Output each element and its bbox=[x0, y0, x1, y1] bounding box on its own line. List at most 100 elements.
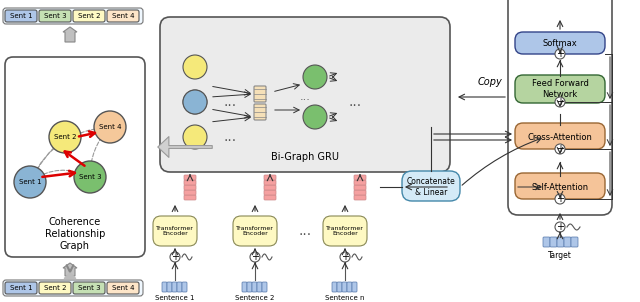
Text: Sent 3: Sent 3 bbox=[79, 174, 101, 180]
FancyBboxPatch shape bbox=[73, 10, 105, 22]
Text: Sent 2: Sent 2 bbox=[54, 134, 76, 140]
Text: Sent 1: Sent 1 bbox=[10, 13, 32, 19]
Text: Bi-Graph GRU: Bi-Graph GRU bbox=[271, 152, 339, 162]
FancyBboxPatch shape bbox=[264, 175, 276, 180]
FancyBboxPatch shape bbox=[323, 216, 367, 246]
FancyBboxPatch shape bbox=[557, 237, 564, 247]
FancyArrow shape bbox=[63, 27, 77, 42]
FancyBboxPatch shape bbox=[182, 282, 187, 292]
Text: +: + bbox=[171, 252, 179, 262]
FancyBboxPatch shape bbox=[184, 190, 196, 195]
Circle shape bbox=[14, 166, 46, 198]
FancyBboxPatch shape bbox=[515, 75, 605, 103]
FancyArrow shape bbox=[63, 263, 77, 276]
FancyBboxPatch shape bbox=[242, 282, 247, 292]
Text: Sent 2: Sent 2 bbox=[77, 13, 100, 19]
Text: Sent 3: Sent 3 bbox=[44, 13, 67, 19]
Text: Target: Target bbox=[548, 250, 572, 259]
Text: ...: ... bbox=[348, 95, 362, 109]
Text: ...: ... bbox=[223, 130, 237, 144]
FancyBboxPatch shape bbox=[571, 237, 578, 247]
FancyBboxPatch shape bbox=[247, 282, 252, 292]
FancyBboxPatch shape bbox=[515, 123, 605, 149]
FancyBboxPatch shape bbox=[264, 180, 276, 185]
FancyBboxPatch shape bbox=[254, 86, 266, 102]
FancyBboxPatch shape bbox=[177, 282, 182, 292]
Text: +: + bbox=[556, 194, 564, 204]
FancyBboxPatch shape bbox=[172, 282, 177, 292]
FancyBboxPatch shape bbox=[332, 282, 337, 292]
FancyBboxPatch shape bbox=[107, 10, 139, 22]
FancyBboxPatch shape bbox=[233, 216, 277, 246]
FancyBboxPatch shape bbox=[254, 104, 266, 120]
Circle shape bbox=[555, 222, 565, 232]
FancyBboxPatch shape bbox=[354, 180, 366, 185]
FancyBboxPatch shape bbox=[564, 237, 571, 247]
FancyBboxPatch shape bbox=[257, 282, 262, 292]
Text: Sent 4: Sent 4 bbox=[99, 124, 121, 130]
Circle shape bbox=[555, 49, 565, 59]
Text: +: + bbox=[556, 144, 564, 154]
Circle shape bbox=[183, 90, 207, 114]
Text: ...: ... bbox=[223, 95, 237, 109]
FancyBboxPatch shape bbox=[354, 195, 366, 200]
Circle shape bbox=[183, 125, 207, 149]
Text: Sent 4: Sent 4 bbox=[112, 285, 134, 291]
Circle shape bbox=[555, 144, 565, 154]
Text: Self-Attention: Self-Attention bbox=[531, 182, 589, 191]
FancyBboxPatch shape bbox=[107, 282, 139, 294]
Text: Concatenate
& Linear: Concatenate & Linear bbox=[406, 177, 456, 197]
FancyBboxPatch shape bbox=[3, 280, 143, 296]
FancyBboxPatch shape bbox=[543, 237, 550, 247]
Text: Softmax: Softmax bbox=[543, 40, 577, 49]
Text: Sent 2: Sent 2 bbox=[44, 285, 67, 291]
Circle shape bbox=[555, 97, 565, 107]
Circle shape bbox=[250, 252, 260, 262]
FancyBboxPatch shape bbox=[184, 175, 196, 180]
FancyBboxPatch shape bbox=[39, 10, 71, 22]
FancyBboxPatch shape bbox=[184, 195, 196, 200]
FancyBboxPatch shape bbox=[264, 185, 276, 190]
Circle shape bbox=[74, 161, 106, 193]
FancyBboxPatch shape bbox=[184, 185, 196, 190]
FancyBboxPatch shape bbox=[352, 282, 357, 292]
FancyBboxPatch shape bbox=[73, 282, 105, 294]
FancyBboxPatch shape bbox=[153, 216, 197, 246]
Circle shape bbox=[555, 194, 565, 204]
Circle shape bbox=[340, 252, 350, 262]
Text: Transformer
Encoder: Transformer Encoder bbox=[156, 226, 194, 236]
FancyBboxPatch shape bbox=[252, 282, 257, 292]
Text: Sent 1: Sent 1 bbox=[10, 285, 32, 291]
Text: Coherence
Relationship
Graph: Coherence Relationship Graph bbox=[45, 217, 105, 251]
FancyBboxPatch shape bbox=[515, 32, 605, 54]
Text: Copy: Copy bbox=[477, 77, 502, 87]
FancyBboxPatch shape bbox=[39, 282, 71, 294]
FancyBboxPatch shape bbox=[354, 175, 366, 180]
FancyBboxPatch shape bbox=[162, 282, 167, 292]
FancyBboxPatch shape bbox=[3, 8, 143, 24]
FancyBboxPatch shape bbox=[342, 282, 347, 292]
Circle shape bbox=[303, 65, 327, 89]
Text: Sentence 2: Sentence 2 bbox=[236, 295, 275, 301]
FancyBboxPatch shape bbox=[337, 282, 342, 292]
Text: +: + bbox=[556, 97, 564, 107]
FancyBboxPatch shape bbox=[184, 180, 196, 185]
Text: +: + bbox=[251, 252, 259, 262]
Text: +: + bbox=[556, 222, 564, 232]
Circle shape bbox=[183, 55, 207, 79]
FancyBboxPatch shape bbox=[264, 190, 276, 195]
FancyBboxPatch shape bbox=[515, 173, 605, 199]
Text: ...: ... bbox=[300, 92, 310, 102]
Circle shape bbox=[303, 105, 327, 129]
Text: Sentence n: Sentence n bbox=[325, 295, 365, 301]
FancyBboxPatch shape bbox=[5, 282, 37, 294]
Text: Sent 3: Sent 3 bbox=[77, 285, 100, 291]
FancyBboxPatch shape bbox=[160, 17, 450, 172]
Circle shape bbox=[94, 111, 126, 143]
Text: Sentence 1: Sentence 1 bbox=[156, 295, 195, 301]
Circle shape bbox=[49, 121, 81, 153]
FancyBboxPatch shape bbox=[5, 57, 145, 257]
Circle shape bbox=[183, 90, 207, 114]
Text: Transformer
Encoder: Transformer Encoder bbox=[236, 226, 274, 236]
Text: Transformer
Encoder: Transformer Encoder bbox=[326, 226, 364, 236]
